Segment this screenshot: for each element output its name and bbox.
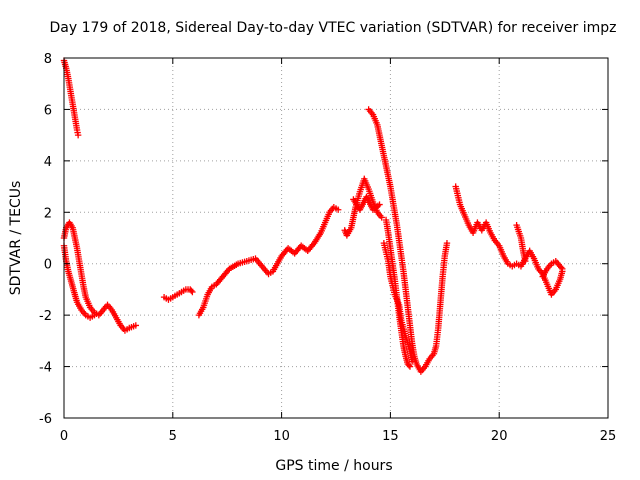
data-point <box>91 311 98 319</box>
data-point <box>408 358 416 365</box>
y-tick-label: 4 <box>44 155 52 170</box>
y-tick-label: -4 <box>39 361 52 376</box>
y-tick-label: 2 <box>44 206 52 221</box>
y-tick-label: 8 <box>44 52 52 67</box>
data-point <box>376 201 383 208</box>
data-point <box>405 362 413 369</box>
y-tick-label: 0 <box>44 258 52 273</box>
x-tick-label: 25 <box>600 429 617 444</box>
data-point <box>406 363 414 370</box>
data-point <box>522 257 529 265</box>
plot-frame <box>63 57 609 419</box>
y-tick-label: -6 <box>39 412 52 427</box>
data-point <box>559 265 566 273</box>
y-tick-label: -2 <box>39 309 52 324</box>
x-axis-label: GPS time / hours <box>275 458 392 474</box>
x-tick-label: 5 <box>169 429 177 444</box>
grid <box>64 58 608 418</box>
data-point <box>443 239 451 247</box>
data-point <box>132 322 140 329</box>
chart-title: Day 179 of 2018, Sidereal Day-to-day VTE… <box>50 20 617 36</box>
data-point <box>188 287 195 294</box>
x-tick-label: 10 <box>273 429 290 444</box>
data-point <box>189 288 196 296</box>
y-axis-label: SDTVAR / TECUs <box>8 181 24 296</box>
x-tick-label: 20 <box>491 429 508 444</box>
data-point <box>558 264 565 271</box>
axis-ticks: 0 5 10 15 20 25 -6 -4 -2 0 2 4 6 8 <box>39 52 616 444</box>
x-tick-label: 0 <box>60 429 68 444</box>
data-point <box>334 206 342 213</box>
y-tick-label: 6 <box>44 103 52 118</box>
data-series <box>60 57 566 375</box>
data-point <box>378 214 385 221</box>
x-tick-label: 15 <box>382 429 399 444</box>
data-point <box>74 131 82 139</box>
